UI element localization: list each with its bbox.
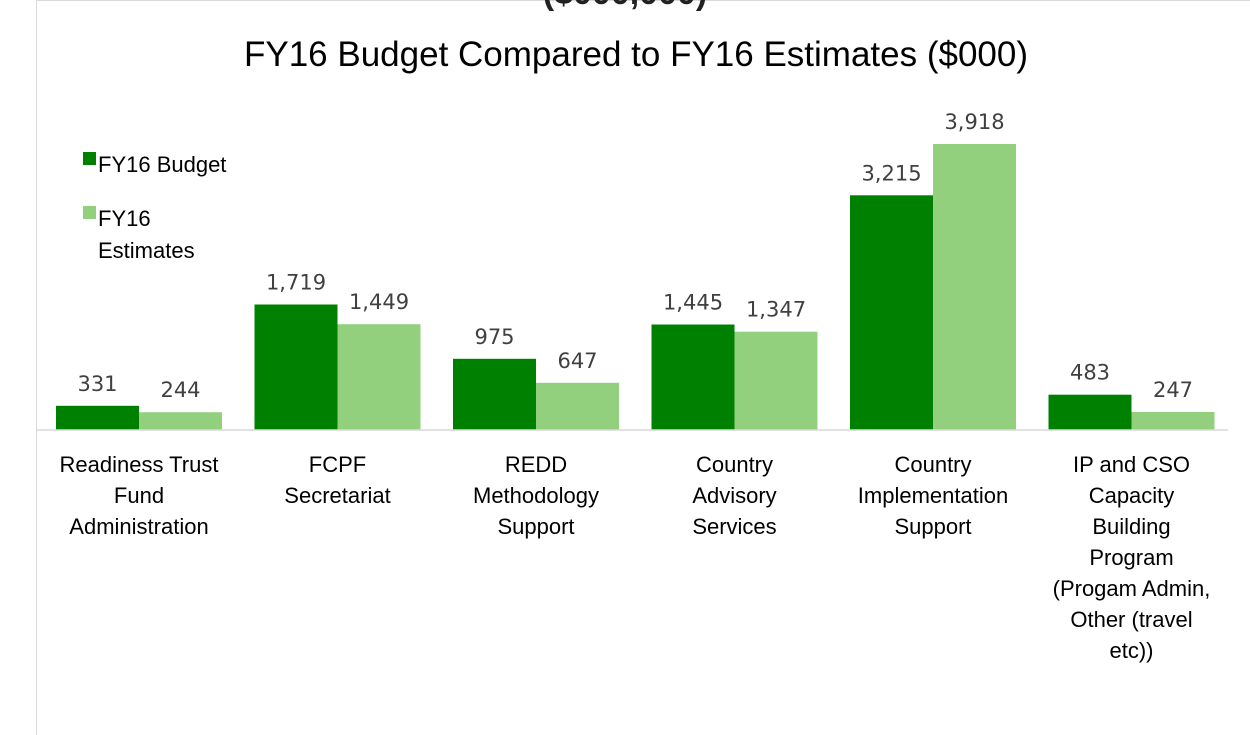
- bar-estimates-3: [734, 331, 818, 430]
- legend-label-estimates-line-0: FY16: [98, 206, 151, 231]
- category-label-0-line-2: Administration: [69, 514, 208, 539]
- bar-estimates-1: [337, 324, 421, 430]
- category-label-5-line-6: etc)): [1110, 638, 1154, 663]
- category-label-1-line-0: FCPF: [309, 452, 366, 477]
- legend-label-estimates-line-1: Estimates: [98, 238, 195, 263]
- legend-label-budget-line-0: FY16 Budget: [98, 152, 226, 177]
- data-labels: 331 1,719 975 1,445 3,215 483 244 1,449 647 1,347…: [77, 110, 1193, 402]
- category-labels: Readiness Trust Fund Administration FCPF Sec…: [60, 452, 1211, 663]
- category-label-5-line-3: Program: [1089, 545, 1173, 570]
- chart-title: FY16 Budget Compared to FY16 Estimates (…: [244, 35, 1028, 74]
- data-label-budget-5: 483: [1070, 361, 1110, 385]
- bar-estimates-0: [139, 412, 222, 430]
- category-label-3-line-0: Country: [696, 452, 773, 477]
- category-label-0-line-0: Readiness Trust: [60, 452, 219, 477]
- legend-swatch-estimates: [83, 206, 96, 219]
- category-label-1-line-1: Secretariat: [284, 483, 390, 508]
- category-label-5-line-0: IP and CSO: [1073, 452, 1190, 477]
- bar-budget-5: [1048, 394, 1132, 430]
- category-label-4-line-0: Country: [894, 452, 971, 477]
- data-label-estimates-1: 1,449: [349, 290, 409, 314]
- data-label-budget-1: 1,719: [266, 271, 326, 295]
- bar-estimates-5: [1131, 412, 1215, 430]
- bars: [56, 144, 1215, 430]
- category-label-5-line-2: Building: [1092, 514, 1170, 539]
- bar-budget-4: [850, 195, 933, 430]
- data-label-estimates-3: 1,347: [746, 298, 806, 322]
- category-label-4-line-1: Implementation: [858, 483, 1008, 508]
- category-label-5-line-5: Other (travel: [1070, 607, 1192, 632]
- legend-swatch-budget: [83, 152, 96, 165]
- bar-estimates-4: [933, 144, 1016, 430]
- category-label-5-line-4: (Progam Admin,: [1053, 576, 1211, 601]
- chart-frame: [36, 0, 1250, 735]
- data-label-budget-2: 975: [474, 325, 514, 349]
- data-label-estimates-4: 3,918: [944, 110, 1004, 134]
- legend: FY16 Budget FY16 Estimates: [83, 152, 226, 263]
- category-label-2-line-0: REDD: [505, 452, 567, 477]
- bar-budget-3: [651, 324, 735, 430]
- data-label-budget-0: 331: [77, 372, 117, 396]
- data-label-estimates-5: 247: [1153, 378, 1193, 402]
- data-label-estimates-0: 244: [160, 378, 200, 402]
- bar-budget-0: [56, 405, 139, 430]
- category-label-4-line-2: Support: [894, 514, 971, 539]
- category-label-5-line-1: Capacity: [1089, 483, 1175, 508]
- bar-budget-1: [254, 304, 338, 430]
- category-label-3-line-2: Services: [692, 514, 776, 539]
- data-label-budget-3: 1,445: [663, 291, 723, 315]
- category-label-0-line-1: Fund: [114, 483, 164, 508]
- data-label-estimates-2: 647: [557, 349, 597, 373]
- category-label-2-line-2: Support: [497, 514, 574, 539]
- data-label-budget-4: 3,215: [861, 161, 921, 185]
- category-label-3-line-1: Advisory: [692, 483, 776, 508]
- bar-budget-2: [453, 358, 536, 430]
- category-label-2-line-1: Methodology: [473, 483, 599, 508]
- bar-estimates-2: [536, 382, 619, 430]
- clipped-title-fragment: ($000,000): [0, 0, 1250, 13]
